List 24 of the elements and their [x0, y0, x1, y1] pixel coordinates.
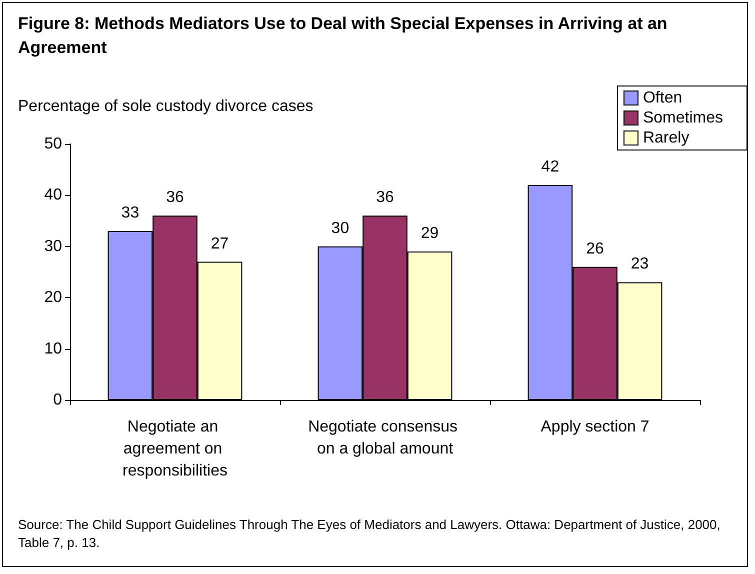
y-tick-label: 0	[53, 392, 62, 408]
chart-title: Figure 8: Methods Mediators Use to Deal with Special Expenses in Arriving at an Agreement	[18, 13, 668, 59]
legend-label: Often	[642, 90, 682, 106]
y-tick-label: 10	[44, 340, 62, 358]
data-label: 30	[331, 220, 350, 237]
x-tick-label: Apply section 7	[540, 418, 650, 436]
x-tick-label: Negotiate consensus on a global amount	[308, 418, 462, 458]
data-label: 36	[376, 189, 394, 206]
source-note: Source: The Child Support Guidelines Through The Eyes of Mediators and Lawyers. Ottawa: Department of Justice, 2000, Table 7, p. 13.	[18, 516, 722, 552]
data-label: 26	[586, 240, 604, 258]
data-label: 36	[166, 189, 184, 206]
data-label: 23	[630, 256, 649, 273]
y-axis-title: Percentage of sole custody divorce cases	[18, 98, 314, 116]
y-tick-label: 20	[44, 289, 62, 306]
x-tick-label: Negotiate an agreement on responsibilities	[122, 418, 228, 480]
data-label: 33	[121, 204, 140, 222]
data-label: 27	[210, 235, 229, 252]
data-label: 42	[541, 158, 560, 176]
y-tick-label: 40	[44, 186, 62, 204]
legend-label: Rarely	[642, 130, 690, 146]
y-tick-label: 50	[44, 136, 62, 152]
data-label: 29	[420, 225, 439, 242]
y-tick-label: 30	[44, 238, 62, 255]
legend-label: Sometimes	[642, 110, 724, 126]
